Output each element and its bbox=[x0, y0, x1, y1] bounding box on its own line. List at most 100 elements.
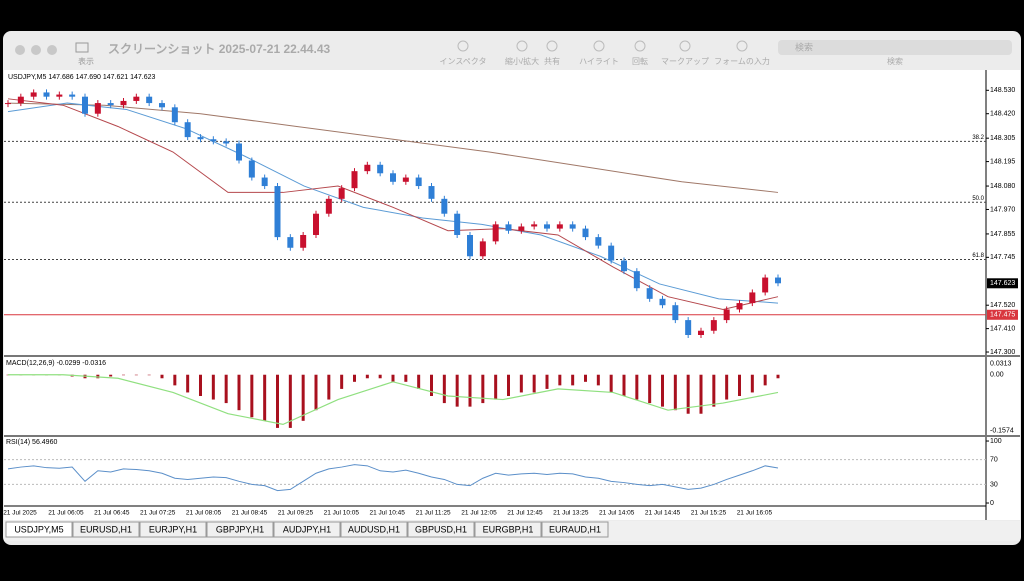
macd-bar bbox=[571, 374, 575, 386]
candle bbox=[223, 141, 230, 144]
candle bbox=[159, 103, 165, 108]
tool-icon[interactable] bbox=[546, 40, 558, 52]
candle bbox=[197, 137, 204, 140]
fib-label: 50.0 bbox=[972, 196, 984, 202]
rsi-tick-label: 30 bbox=[990, 481, 998, 488]
h-line-label: 147.475 bbox=[990, 312, 1015, 319]
chart-area bbox=[4, 70, 1020, 520]
candle bbox=[492, 224, 499, 242]
macd-bar bbox=[250, 374, 254, 418]
candle bbox=[569, 224, 576, 229]
rsi-tick-label: 70 bbox=[990, 456, 998, 463]
x-tick-label: 21 Jul 15:25 bbox=[691, 510, 727, 517]
macd-bar bbox=[237, 374, 241, 411]
macd-bar bbox=[661, 374, 664, 407]
macd-bar bbox=[763, 374, 767, 386]
macd-bar bbox=[122, 374, 125, 376]
candle bbox=[146, 96, 153, 104]
candle bbox=[287, 237, 294, 248]
tab-label: USDJPY,M5 bbox=[14, 524, 63, 534]
tool-icon[interactable] bbox=[457, 40, 469, 52]
y-tick-label: 148.420 bbox=[990, 111, 1015, 118]
x-tick-label: 21 Jul 11:25 bbox=[416, 510, 451, 517]
tab-label: EURAUD,H1 bbox=[549, 524, 601, 534]
tab-label: EURUSD,H1 bbox=[80, 524, 132, 534]
tab-label: AUDUSD,H1 bbox=[348, 524, 400, 534]
x-tick-label: 21 Jul 12:05 bbox=[461, 510, 497, 517]
candle bbox=[338, 188, 345, 199]
macd-tick-label: 0.0313 bbox=[990, 360, 1012, 367]
rsi-tick-label: 100 bbox=[990, 438, 1002, 445]
tool-label: 共有 bbox=[544, 56, 560, 66]
candle bbox=[351, 171, 358, 189]
macd-bar bbox=[635, 374, 639, 400]
tool-icon[interactable] bbox=[679, 40, 691, 52]
macd-bar bbox=[340, 374, 344, 389]
candle bbox=[402, 177, 409, 182]
tab[interactable] bbox=[474, 521, 542, 538]
search-field[interactable] bbox=[778, 40, 1012, 55]
y-tick-label: 147.520 bbox=[990, 302, 1015, 309]
tab[interactable] bbox=[5, 521, 73, 538]
macd-bar bbox=[173, 374, 177, 386]
y-tick-label: 147.300 bbox=[990, 349, 1015, 356]
plot: USDJPY,M5 EURUSD,H1 EURJPY,H1 GBPJPY,H1 AUDJ… bbox=[3, 87, 1018, 538]
tab-label: GBPUSD,H1 bbox=[415, 524, 467, 534]
tool-icon[interactable] bbox=[593, 40, 605, 52]
tab[interactable] bbox=[340, 521, 408, 538]
macd-bar bbox=[584, 374, 587, 382]
candle bbox=[685, 320, 692, 335]
candle bbox=[556, 224, 563, 229]
candle bbox=[236, 143, 242, 161]
view-label: 表示 bbox=[78, 56, 94, 66]
macd-bar bbox=[712, 374, 716, 407]
x-tick-label: 21 Jul 14:05 bbox=[599, 510, 635, 517]
tab-label: AUDJPY,H1 bbox=[283, 524, 331, 534]
y-tick-label: 147.745 bbox=[990, 254, 1015, 261]
zoom-button[interactable] bbox=[47, 45, 57, 55]
candle bbox=[621, 260, 627, 272]
macd-bar bbox=[224, 374, 228, 404]
candle bbox=[698, 330, 704, 335]
tool-icon[interactable] bbox=[736, 40, 748, 52]
tab[interactable] bbox=[407, 521, 475, 538]
tab[interactable] bbox=[72, 521, 140, 538]
candle bbox=[633, 271, 640, 289]
candle bbox=[428, 186, 435, 199]
tab-label: EURJPY,H1 bbox=[149, 524, 197, 534]
close-button[interactable] bbox=[15, 45, 25, 55]
candle bbox=[133, 96, 140, 101]
macd-bar bbox=[404, 374, 408, 382]
macd-title: MACD(12,26,9) -0.0299 -0.0316 bbox=[6, 360, 106, 367]
candle bbox=[313, 213, 319, 235]
candle bbox=[646, 288, 653, 299]
tab[interactable] bbox=[206, 521, 274, 538]
macd-tick-label: 0.00 bbox=[990, 372, 1004, 379]
candle bbox=[274, 186, 281, 238]
tab[interactable] bbox=[273, 521, 341, 538]
x-tick-label: 21 Jul 06:05 bbox=[48, 510, 84, 517]
fib-label: 38.2 bbox=[972, 135, 984, 141]
candle bbox=[710, 320, 717, 331]
tool-label: 縮小/拡大 bbox=[505, 56, 539, 66]
macd-bar bbox=[314, 374, 318, 411]
candle bbox=[82, 96, 88, 114]
search-placeholder: 検索 bbox=[795, 41, 813, 52]
tool-icon[interactable] bbox=[516, 40, 528, 52]
candle bbox=[107, 103, 114, 106]
macd-bar bbox=[134, 374, 138, 376]
tab[interactable] bbox=[139, 521, 207, 538]
candle bbox=[595, 237, 602, 246]
chart-header: USDJPY,M5 147.686 147.690 147.621 147.62… bbox=[8, 74, 155, 81]
minimize-button[interactable] bbox=[31, 45, 41, 55]
candle bbox=[261, 177, 268, 187]
macd-bar bbox=[596, 374, 600, 386]
tab[interactable] bbox=[541, 521, 609, 538]
candle bbox=[582, 228, 589, 238]
tool-icon[interactable] bbox=[634, 40, 646, 52]
sidebar-icon[interactable] bbox=[75, 42, 89, 53]
candle bbox=[454, 213, 461, 235]
y-tick-label: 148.305 bbox=[990, 135, 1015, 142]
y-tick-label: 148.530 bbox=[990, 87, 1015, 94]
y-tick-label: 148.080 bbox=[990, 183, 1015, 190]
